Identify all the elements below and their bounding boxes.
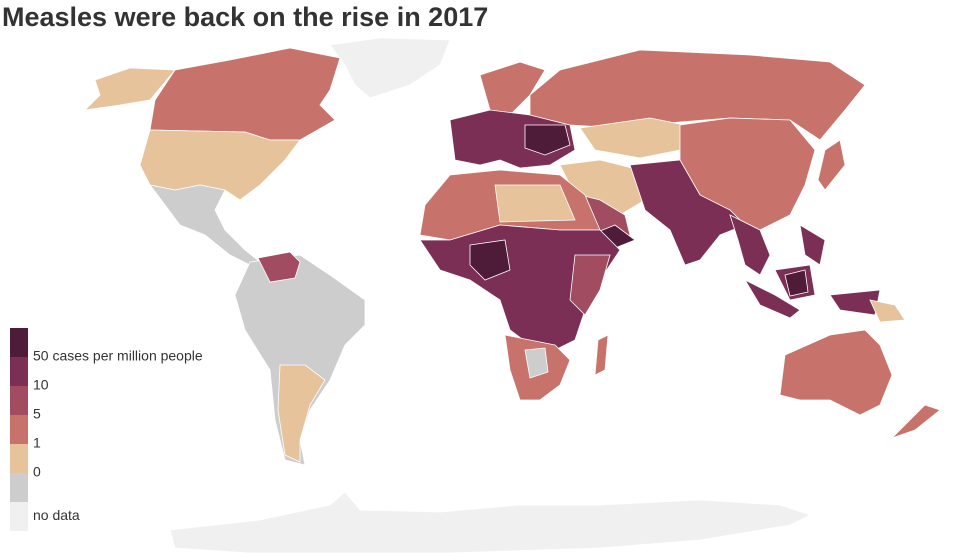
legend-label: 5 xyxy=(33,406,41,422)
russia xyxy=(529,49,866,141)
southeast-asia xyxy=(729,214,771,276)
png xyxy=(869,299,906,323)
borneo xyxy=(784,269,809,297)
south-asia xyxy=(629,159,746,266)
central-america xyxy=(149,184,261,266)
south-africa-gray xyxy=(524,347,549,379)
legend-swatch xyxy=(10,444,28,473)
antarctica xyxy=(169,491,812,553)
greenland xyxy=(329,37,451,99)
legend-swatch xyxy=(10,328,28,357)
legend-swatch xyxy=(10,415,28,444)
balkans xyxy=(524,124,571,156)
new-zealand xyxy=(891,404,941,439)
canada xyxy=(149,47,341,141)
legend-swatch xyxy=(10,473,28,502)
venezuela xyxy=(257,251,301,283)
legend-swatch xyxy=(10,386,28,415)
sahara xyxy=(494,184,576,223)
legend-label: 0 xyxy=(33,464,41,480)
legend-label: 10 xyxy=(33,377,49,393)
indonesia xyxy=(743,224,881,319)
map-title: Measles were back on the rise in 2017 xyxy=(2,2,488,32)
legend-label: 50 cases per million people xyxy=(33,348,203,364)
argentina xyxy=(277,364,326,463)
alaska xyxy=(83,67,176,111)
australia xyxy=(779,329,893,416)
legend-label: 1 xyxy=(33,435,41,451)
legend-swatch xyxy=(10,357,28,386)
legend-swatch xyxy=(10,502,28,531)
east-africa xyxy=(569,254,611,316)
madagascar xyxy=(594,334,609,376)
south-america xyxy=(234,254,366,466)
legend-label: no data xyxy=(33,507,80,523)
nigeria xyxy=(469,239,511,281)
japan xyxy=(817,139,846,191)
land xyxy=(83,37,941,553)
